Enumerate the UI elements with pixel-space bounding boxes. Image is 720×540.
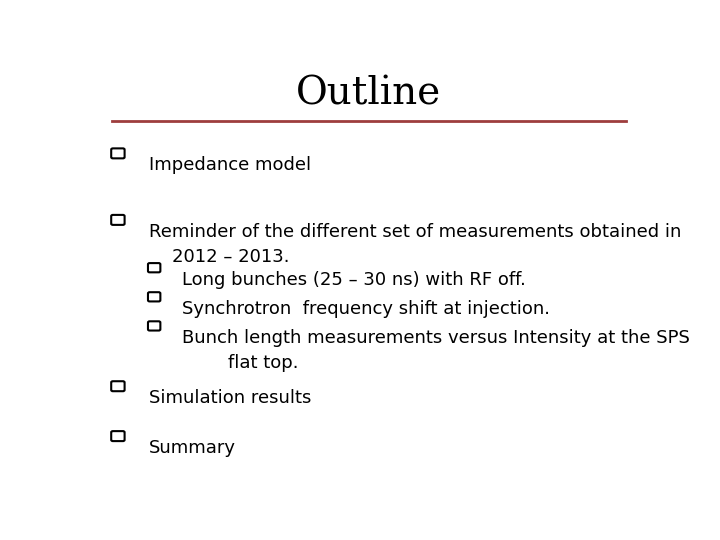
- Text: Bunch length measurements versus Intensity at the SPS
        flat top.: Bunch length measurements versus Intensi…: [182, 329, 690, 372]
- Text: Outline: Outline: [297, 76, 441, 112]
- FancyBboxPatch shape: [111, 215, 125, 225]
- FancyBboxPatch shape: [111, 431, 125, 441]
- Text: Long bunches (25 – 30 ns) with RF off.: Long bunches (25 – 30 ns) with RF off.: [182, 271, 526, 288]
- Text: Impedance model: Impedance model: [148, 156, 311, 174]
- Text: Reminder of the different set of measurements obtained in
    2012 – 2013.: Reminder of the different set of measure…: [148, 223, 681, 266]
- FancyBboxPatch shape: [148, 263, 161, 272]
- FancyBboxPatch shape: [111, 148, 125, 158]
- FancyBboxPatch shape: [148, 292, 161, 301]
- FancyBboxPatch shape: [111, 381, 125, 391]
- Text: Summary: Summary: [148, 439, 235, 457]
- Text: Synchrotron  frequency shift at injection.: Synchrotron frequency shift at injection…: [182, 300, 550, 318]
- FancyBboxPatch shape: [148, 321, 161, 330]
- Text: Simulation results: Simulation results: [148, 389, 311, 407]
